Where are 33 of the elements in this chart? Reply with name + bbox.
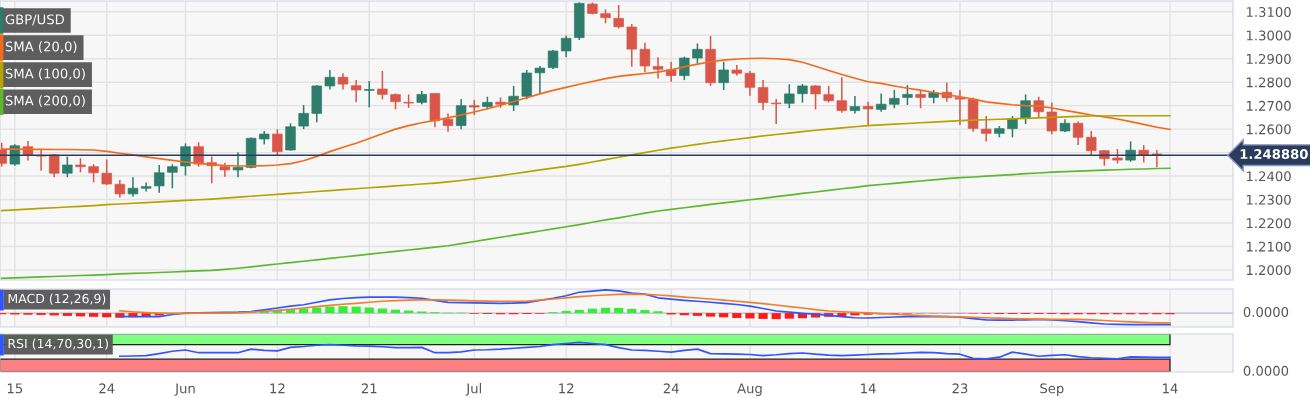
- x-tick-label: 24: [99, 383, 115, 394]
- y-tick-label: 1.3100: [1246, 7, 1291, 17]
- legend-label: SMA (20,0): [5, 41, 77, 53]
- x-tick-label: 12: [270, 383, 285, 394]
- legend-label: GBP/USD: [5, 14, 65, 26]
- y-tick-label: 1.2100: [1246, 241, 1291, 252]
- legend-label: SMA (100,0): [5, 68, 85, 81]
- x-tick-label: Jul: [465, 383, 481, 396]
- text: 0.0000: [1243, 365, 1289, 376]
- legend-label: SMA (200,0): [5, 95, 85, 108]
- x-tick-label: Aug: [737, 383, 762, 396]
- x-tick-label: 24: [663, 383, 679, 394]
- x-tick-label: 12: [559, 383, 574, 394]
- y-tick-label: 1.2000: [1246, 265, 1291, 276]
- x-tick-label: 14: [861, 383, 876, 394]
- chart-title: RSI (14,70,30,1): [8, 338, 108, 350]
- x-tick-label: 21: [361, 383, 377, 394]
- x-tick-label: 15: [7, 383, 23, 394]
- x-tick-label: Jun: [174, 383, 195, 396]
- y-tick-label: 1.2300: [1246, 194, 1291, 205]
- y-tick-label: 1.2600: [1246, 124, 1291, 135]
- y-tick-label: 1.2200: [1246, 218, 1291, 229]
- y-tick-label: 1.2400: [1246, 171, 1291, 182]
- y-tick-label: 1.2900: [1246, 53, 1291, 64]
- y-tick-label: 1.2800: [1246, 77, 1291, 88]
- x-tick-label: 14: [1163, 383, 1178, 394]
- y-tick-label: 1.3000: [1246, 30, 1291, 41]
- x-tick-label: Sep: [1040, 383, 1064, 396]
- text: 0.0000: [1243, 306, 1289, 317]
- chart-title: MACD (12,26,9): [8, 293, 106, 305]
- ref-line-label: 1.248880: [1240, 149, 1308, 160]
- x-tick-label: 23: [952, 383, 968, 394]
- y-tick-label: 1.2700: [1246, 100, 1291, 111]
